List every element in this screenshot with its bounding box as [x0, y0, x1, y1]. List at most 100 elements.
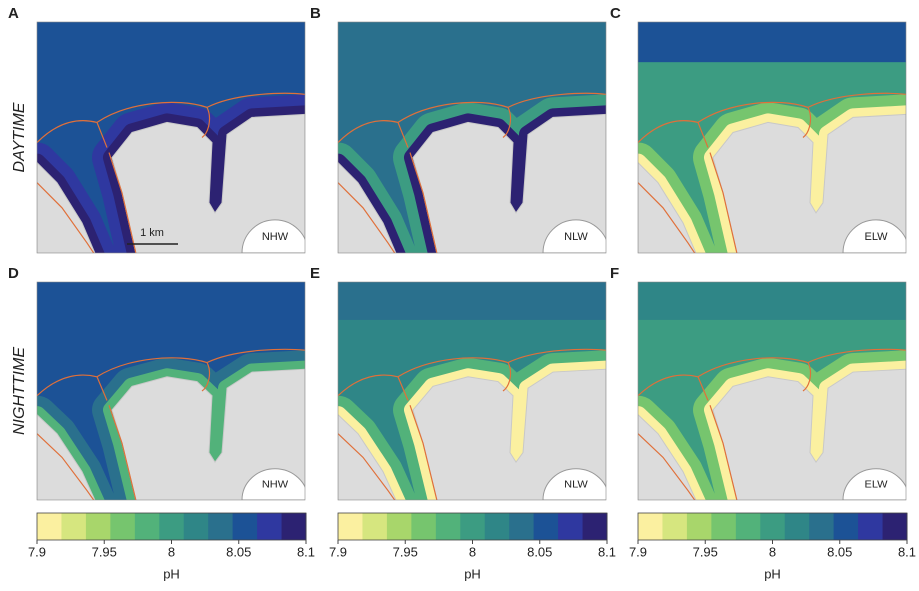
map: NLW: [337, 281, 607, 501]
zone-outline: [638, 348, 906, 501]
wind-dial: [542, 219, 606, 253]
colorbar-bin: [411, 513, 437, 540]
land: [638, 113, 906, 253]
colorbar-tick-label: 8.05: [226, 544, 251, 559]
row-label: DAYTIME: [11, 102, 28, 172]
land: [338, 113, 606, 253]
colorbar-bin: [582, 513, 608, 540]
colorbar-bin: [134, 513, 160, 540]
land: [37, 368, 305, 501]
colorbar-tick-label: 7.9: [329, 544, 347, 559]
colorbar-bin: [159, 513, 185, 540]
colorbar-bin: [110, 513, 136, 540]
wind-label: NHW: [262, 231, 289, 243]
colorbar-tick-label: 7.95: [393, 544, 418, 559]
colorbar-bin: [784, 513, 810, 540]
colorbar-bin: [460, 513, 486, 540]
zone-outline: [338, 92, 606, 253]
colorbar-tick-label: 8.05: [527, 544, 552, 559]
scale-bar-label: 1 km: [140, 227, 164, 239]
colorbar-bin: [208, 513, 234, 540]
map-frame: [36, 281, 306, 501]
map-clip: [338, 282, 606, 501]
wind-dial: [842, 219, 906, 253]
map-frame: [637, 281, 907, 501]
wind-label: NLW: [564, 231, 588, 243]
map-clip: [37, 282, 305, 501]
land: [638, 368, 906, 501]
land: [37, 113, 305, 253]
map-clip: [338, 22, 606, 253]
map: ELW: [637, 21, 907, 254]
colorbar-bin: [662, 513, 688, 540]
colorbar-bin: [833, 513, 859, 540]
colorbar-tick-label: 7.9: [28, 544, 46, 559]
row-label: NIGHTTIME: [11, 347, 28, 435]
colorbar-bin: [638, 513, 663, 540]
map-frame: [637, 21, 907, 254]
wind-label: NHW: [262, 479, 289, 491]
colorbar-bin: [509, 513, 535, 540]
colorbar-bin: [858, 513, 884, 540]
colorbar-tick-label: 8: [469, 544, 476, 559]
colorbar-tick-label: 8: [168, 544, 175, 559]
wind-label: NLW: [564, 479, 589, 491]
colorbar-bin: [435, 513, 461, 540]
map-clip: [638, 22, 906, 253]
colorbar-bin: [882, 513, 908, 540]
colorbar-tick-label: 8: [769, 544, 776, 559]
colorbar-label: pH: [163, 566, 180, 581]
colorbar-bin: [735, 513, 761, 540]
map: NHW: [36, 21, 306, 254]
colorbar-bin: [533, 513, 559, 540]
colorbar-tick-label: 7.95: [92, 544, 117, 559]
map-frame: [36, 21, 306, 254]
colorbar-bin: [760, 513, 786, 540]
map-frame: [337, 21, 607, 254]
colorbar-tick-label: 7.9: [629, 544, 647, 559]
colorbar-bin: [484, 513, 510, 540]
colorbar-bin: [809, 513, 835, 540]
panel-label: F: [610, 265, 619, 282]
colorbar-tick-label: 8.1: [898, 544, 916, 559]
panel-label: B: [310, 5, 321, 22]
colorbar-bin: [37, 513, 62, 540]
colorbar-bin: [183, 513, 209, 540]
colorbar-bin: [386, 513, 412, 540]
map-frame: [337, 281, 607, 501]
map-clip: [37, 22, 305, 253]
wind-dial: [241, 219, 305, 253]
colorbar-tick-label: 8.1: [297, 544, 315, 559]
wind-label: ELW: [864, 231, 888, 243]
colorbar-bin: [281, 513, 307, 540]
map-clip: [638, 282, 906, 501]
wind-dial: [542, 468, 606, 501]
colorbar-label: pH: [764, 566, 781, 581]
map: NLW: [337, 21, 607, 254]
colorbar-bin: [711, 513, 737, 540]
colorbar-tick-label: 8.05: [827, 544, 852, 559]
map: ELW: [637, 281, 907, 501]
zone-outline: [37, 348, 305, 501]
colorbar-bin: [362, 513, 388, 540]
map: NHW: [36, 281, 306, 501]
colorbar-tick-label: 8.1: [598, 544, 616, 559]
panel-label: A: [8, 5, 19, 22]
wind-dial: [842, 468, 906, 501]
colorbar-bin: [232, 513, 258, 540]
colorbar-bin: [686, 513, 712, 540]
colorbar-tick-label: 7.95: [693, 544, 718, 559]
wind-label: ELW: [865, 479, 889, 491]
colorbar-bin: [85, 513, 111, 540]
zone-outline: [338, 348, 606, 501]
colorbar-label: pH: [464, 566, 481, 581]
land: [338, 368, 606, 501]
colorbar-bin: [338, 513, 363, 540]
wind-dial: [241, 468, 305, 501]
panel-label: E: [310, 265, 320, 282]
panel-label: C: [610, 5, 621, 22]
colorbar-bin: [257, 513, 283, 540]
colorbar-bin: [558, 513, 584, 540]
zone-outline: [638, 92, 906, 253]
